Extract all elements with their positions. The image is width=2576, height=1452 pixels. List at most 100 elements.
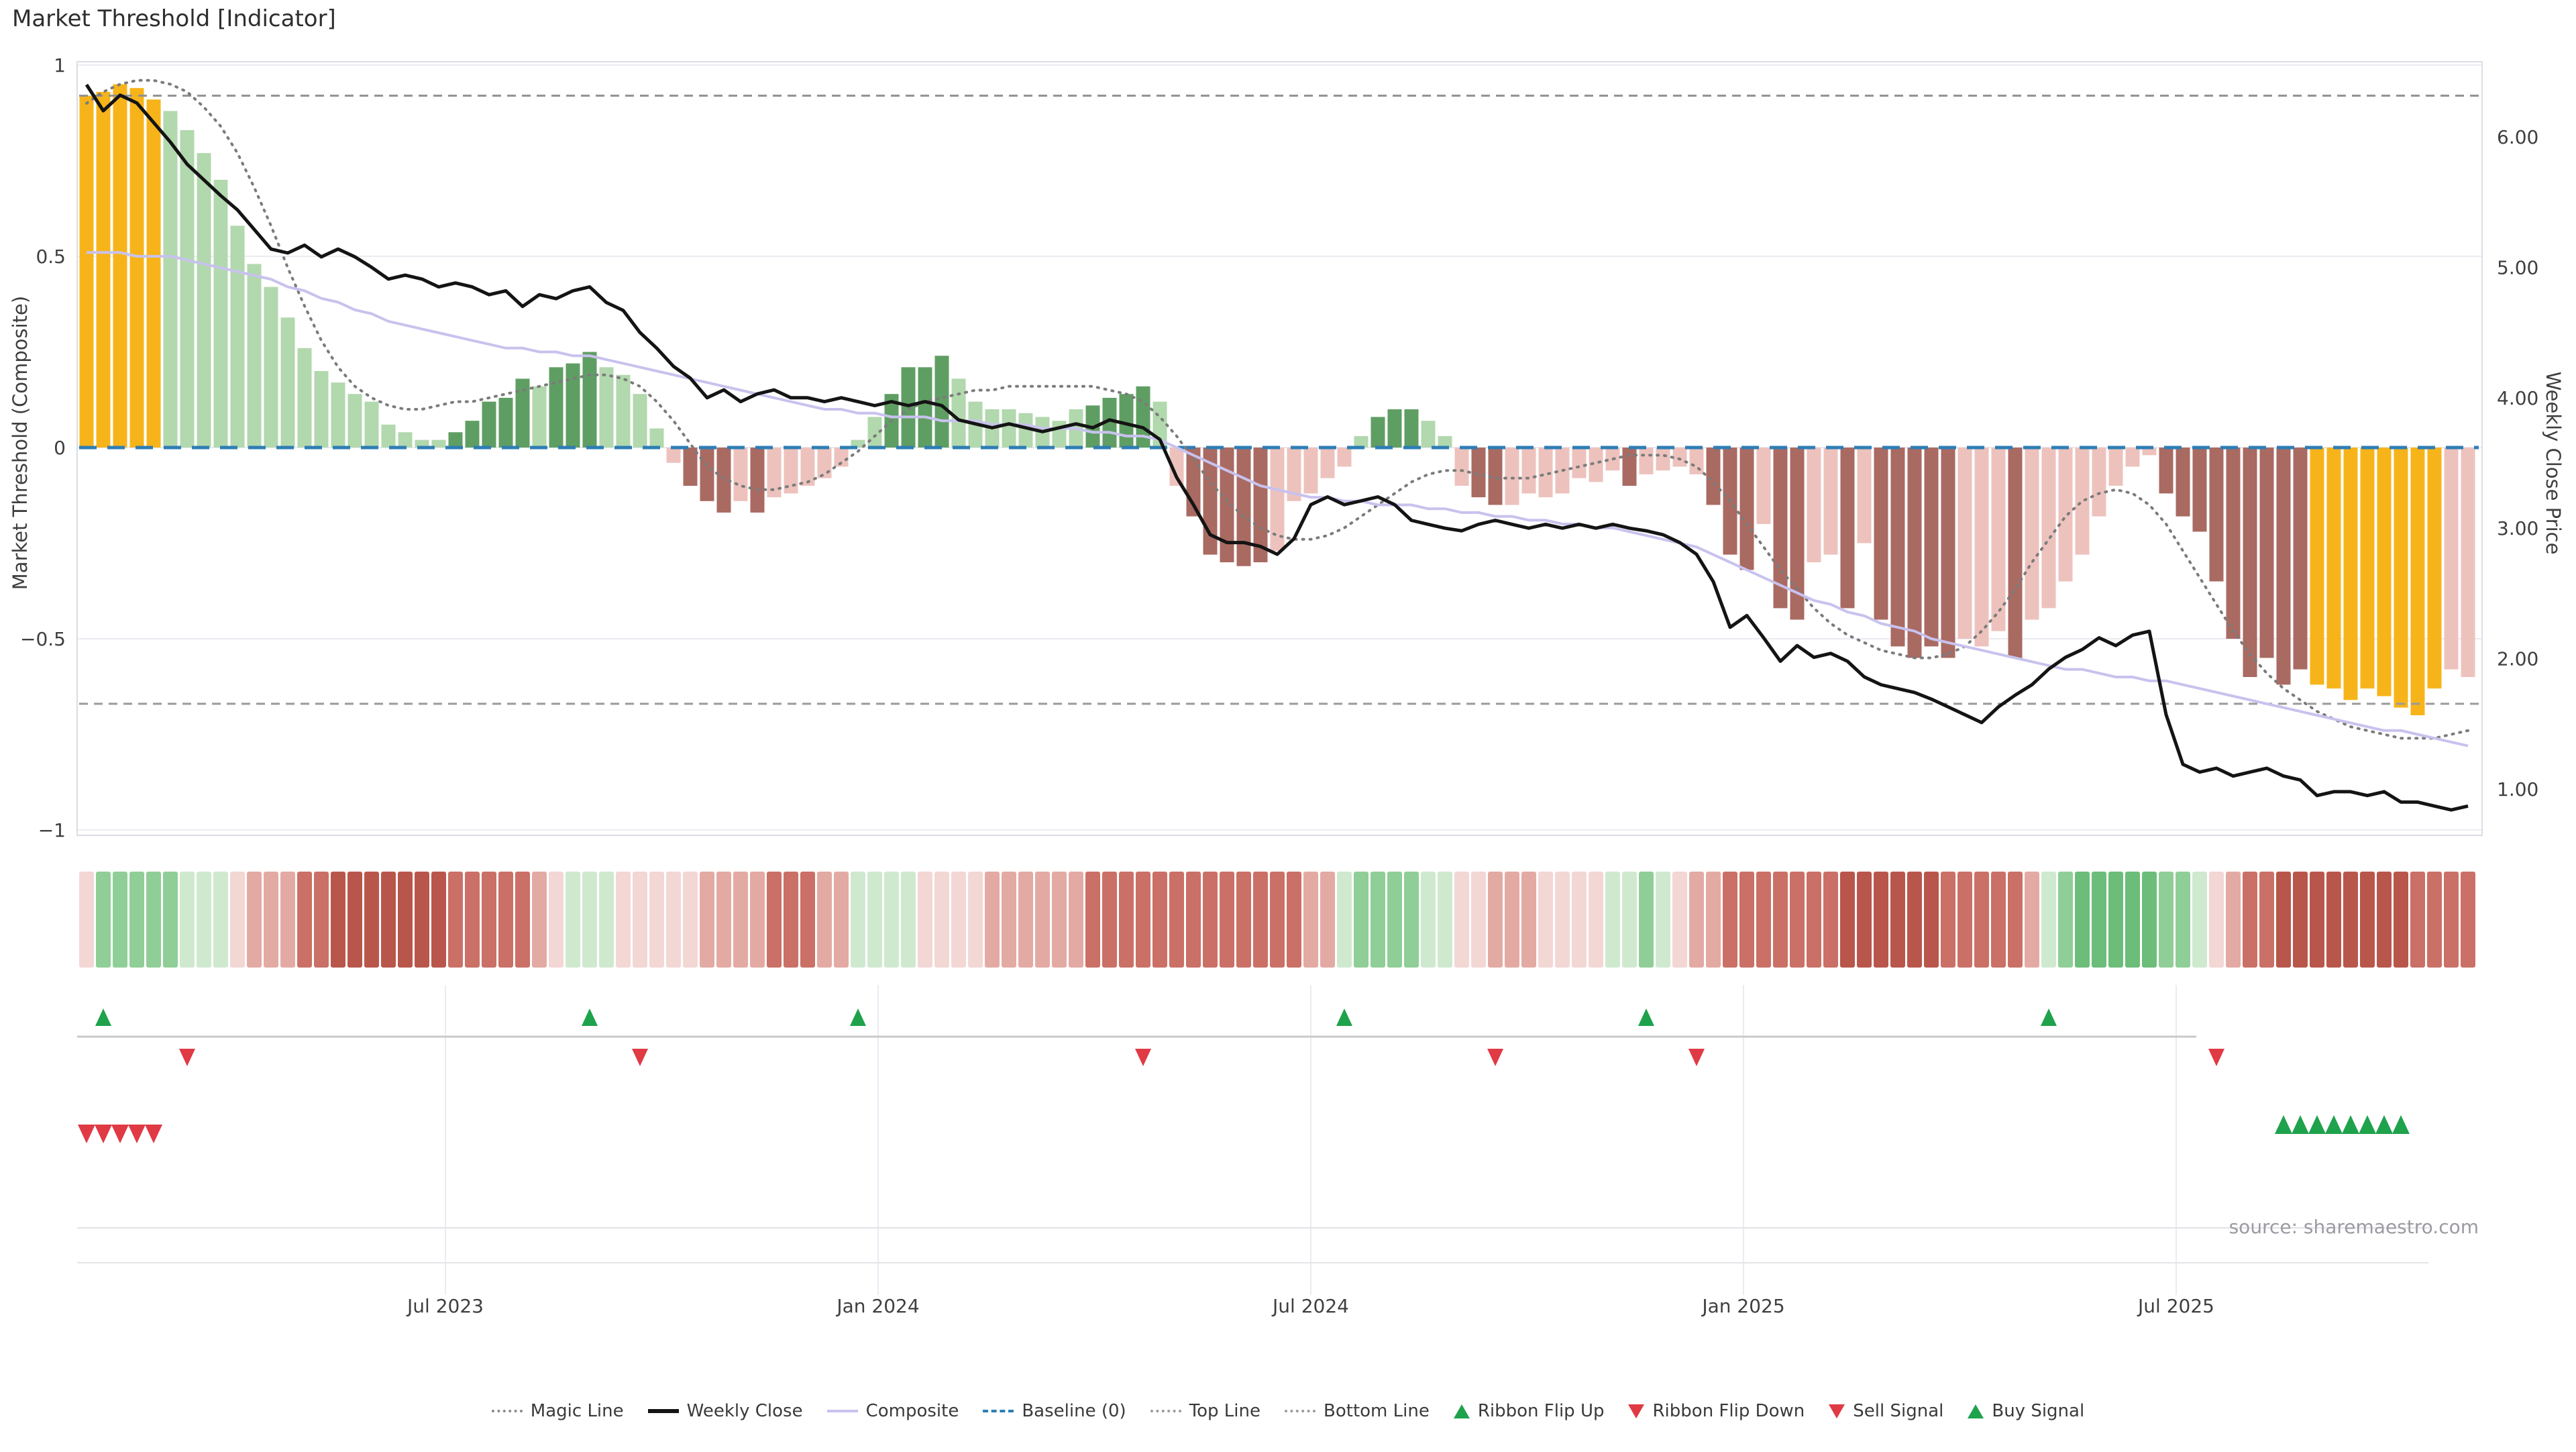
ribbon-flip-up-marker [582, 1008, 598, 1026]
threshold-bar [1538, 448, 1553, 498]
buy-signal-marker [2392, 1115, 2410, 1134]
ribbon-cell [1807, 872, 1821, 968]
threshold-bar [297, 348, 312, 448]
threshold-bar [951, 378, 966, 448]
ribbon-cell [851, 872, 865, 968]
sell-signal-marker [128, 1125, 146, 1143]
threshold-bar [1706, 448, 1721, 505]
buy-signal-marker [2292, 1115, 2309, 1134]
threshold-bar [146, 99, 161, 448]
threshold-bar [498, 397, 513, 448]
plot-frame [76, 61, 2483, 836]
ribbon-cell [2192, 872, 2207, 968]
threshold-bar [1505, 448, 1519, 505]
threshold-bar [331, 382, 345, 448]
threshold-bar [1823, 448, 1838, 555]
ribbon-cell [1723, 872, 1737, 968]
ribbon-cell [1371, 872, 1385, 968]
threshold-bar [1790, 448, 1805, 620]
threshold-bar [1018, 413, 1033, 448]
threshold-bar [515, 378, 530, 448]
threshold-bar [2058, 448, 2073, 582]
ribbon-cell [79, 872, 94, 968]
sell-signal-marker [95, 1125, 112, 1143]
ribbon-cell [2310, 872, 2324, 968]
ribbon-cell [1823, 872, 1838, 968]
ribbon-cell [2461, 872, 2475, 968]
ribbon-cell [297, 872, 312, 968]
legend-label: Buy Signal [1992, 1401, 2085, 1421]
threshold-bar [532, 386, 547, 448]
threshold-bar [2259, 448, 2274, 658]
ribbon-cell [2326, 872, 2341, 968]
right-axis-tick: 4.00 [2497, 387, 2538, 409]
threshold-bar [616, 374, 631, 448]
dotted-line-icon [1150, 1410, 1181, 1412]
left-axis-tick: 0.5 [36, 246, 66, 268]
ribbon-cell [1119, 872, 1134, 968]
legend-item-baseline-0-: Baseline (0) [983, 1401, 1126, 1421]
ribbon-cell [784, 872, 798, 968]
ribbon-cell [1404, 872, 1419, 968]
threshold-bar [1236, 448, 1251, 566]
ribbon-cell [2058, 872, 2073, 968]
ribbon-flip-down-marker [1135, 1049, 1151, 1066]
ribbon-cell [2025, 872, 2039, 968]
ribbon-cell [2343, 872, 2358, 968]
ribbon-cell [1521, 872, 1536, 968]
dashed-line-icon [983, 1410, 1014, 1412]
threshold-bar [2243, 448, 2257, 677]
ribbon-cell [1672, 872, 1687, 968]
ribbon-cell [180, 872, 195, 968]
threshold-bar [431, 439, 446, 448]
dotted-line-icon [491, 1410, 523, 1412]
legend-item-bottom-line: Bottom Line [1285, 1401, 1430, 1421]
threshold-bar [2410, 448, 2425, 715]
ribbon-cell [1303, 872, 1318, 968]
threshold-bar [2377, 448, 2392, 696]
ribbon-cell [1957, 872, 1972, 968]
threshold-bar [1220, 448, 1234, 562]
ribbon-cell [1790, 872, 1805, 968]
threshold-bar [566, 363, 580, 448]
threshold-bar [633, 394, 647, 448]
threshold-bar [1270, 448, 1285, 551]
threshold-bar [2427, 448, 2442, 689]
ribbon-cell [1136, 872, 1150, 968]
threshold-bar [1102, 397, 1117, 448]
ribbon-cell [867, 872, 882, 968]
legend-label: Weekly Close [686, 1401, 803, 1421]
threshold-bar [247, 264, 262, 448]
threshold-bar [2192, 448, 2207, 532]
threshold-bar [2343, 448, 2358, 701]
ribbon-cell [800, 872, 815, 968]
dotted-line-icon [1285, 1410, 1316, 1412]
ribbon-cell [1589, 872, 1603, 968]
weekly-close-line [85, 83, 2469, 812]
ribbon-cell [1152, 872, 1167, 968]
legend-item-top-line: Top Line [1150, 1401, 1260, 1421]
threshold-bar [1756, 448, 1771, 524]
threshold-bar [1622, 448, 1637, 486]
threshold-bar [129, 88, 144, 448]
ribbon-cell [1572, 872, 1587, 968]
left-axis-tick: −1 [38, 819, 66, 841]
threshold-bar [180, 129, 195, 448]
ribbon-cell [197, 872, 211, 968]
ribbon-cell [683, 872, 698, 968]
ribbon-cell [2293, 872, 2308, 968]
threshold-bar [1253, 448, 1268, 562]
threshold-bar [1991, 448, 2006, 631]
legend-label: Ribbon Flip Up [1477, 1401, 1605, 1421]
ribbon-cell [465, 872, 480, 968]
ribbon-cell [96, 872, 111, 968]
left-axis-tick: 0 [54, 437, 66, 459]
ribbon-cell [364, 872, 379, 968]
threshold-bar [834, 448, 849, 467]
threshold-bar [2310, 448, 2324, 685]
ribbon-cell [834, 872, 849, 968]
ribbon-cell [1689, 872, 1704, 968]
threshold-bar [733, 448, 748, 501]
x-axis-tick: Jan 2024 [835, 1295, 919, 1317]
ribbon-flip-up-marker [2041, 1008, 2057, 1026]
